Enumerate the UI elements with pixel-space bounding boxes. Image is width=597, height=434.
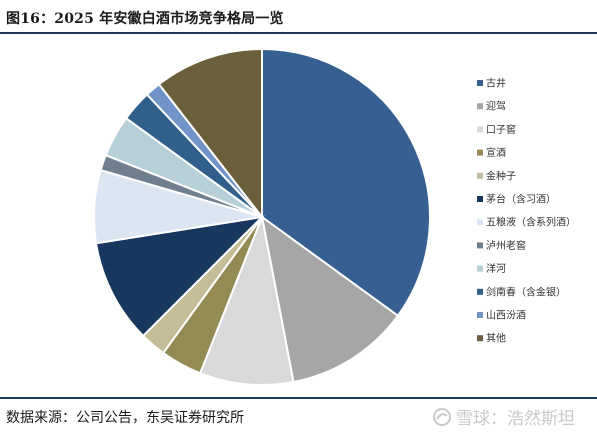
legend-label-11: 山西汾酒 xyxy=(486,310,526,322)
legend-label-10: 剑南春（含金银） xyxy=(486,285,566,298)
legend-swatch-5 xyxy=(477,172,483,179)
legend-swatch-9 xyxy=(477,265,483,272)
legend-swatch-3 xyxy=(477,126,483,133)
legend-label-7: 五粮液（含系列酒） xyxy=(486,216,576,229)
legend-label-6: 茅台（含习酒） xyxy=(486,193,556,206)
watermark-text: 雪球：浩然斯坦 xyxy=(456,409,575,429)
legend-swatch-2 xyxy=(477,103,483,110)
legend-label-8: 泸州老窖 xyxy=(486,239,526,252)
legend-swatch-12 xyxy=(477,335,483,342)
pie-slice-12 xyxy=(157,47,263,220)
snowball-logo-icon xyxy=(433,407,451,426)
legend-swatch-10 xyxy=(477,288,483,295)
pie-slice-3 xyxy=(198,213,295,386)
bottom-divider xyxy=(0,397,597,399)
legend-swatch-7 xyxy=(477,219,483,226)
legend-label-1: 古井 xyxy=(486,77,506,90)
legend-swatch-1 xyxy=(477,80,483,86)
figure-title: 图16：2025 年安徽白酒市场竞争格局一览 xyxy=(6,11,284,27)
legend-swatch-8 xyxy=(477,242,483,249)
pie-slice-2 xyxy=(260,214,400,384)
legend-label-2: 迎驾 xyxy=(486,101,506,113)
pie-slice-6 xyxy=(94,215,265,338)
watermark: 雪球：浩然斯坦 xyxy=(432,404,575,429)
legend-label-5: 金种子 xyxy=(486,169,516,182)
legend-swatch-4 xyxy=(477,149,483,156)
top-divider xyxy=(0,32,597,34)
legend-label-4: 宣酒 xyxy=(486,146,506,159)
pie-slice-1 xyxy=(261,47,431,318)
legend-label-12: 其他 xyxy=(486,332,506,345)
pie-slices xyxy=(93,47,431,386)
legend-swatch-6 xyxy=(477,196,483,202)
legend-swatch-11 xyxy=(477,312,483,318)
source-note: 数据来源：公司公告，东吴证券研究所 xyxy=(6,410,244,426)
legend-label-3: 口子窖 xyxy=(486,123,516,136)
legend-label-9: 洋河 xyxy=(486,262,506,275)
